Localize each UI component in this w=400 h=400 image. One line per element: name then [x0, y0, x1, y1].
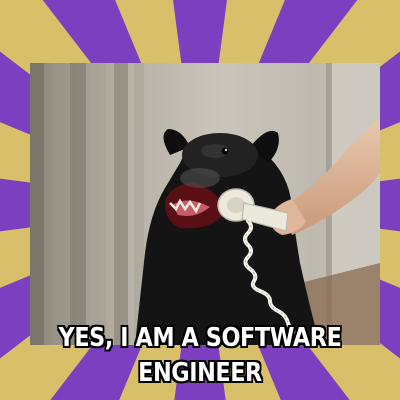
caption-top-line: YES, I AM A SOFTWARE: [28, 323, 372, 353]
caption-bottom-line: ENGINEER: [28, 358, 372, 388]
dog-phone-photo: [30, 63, 380, 345]
